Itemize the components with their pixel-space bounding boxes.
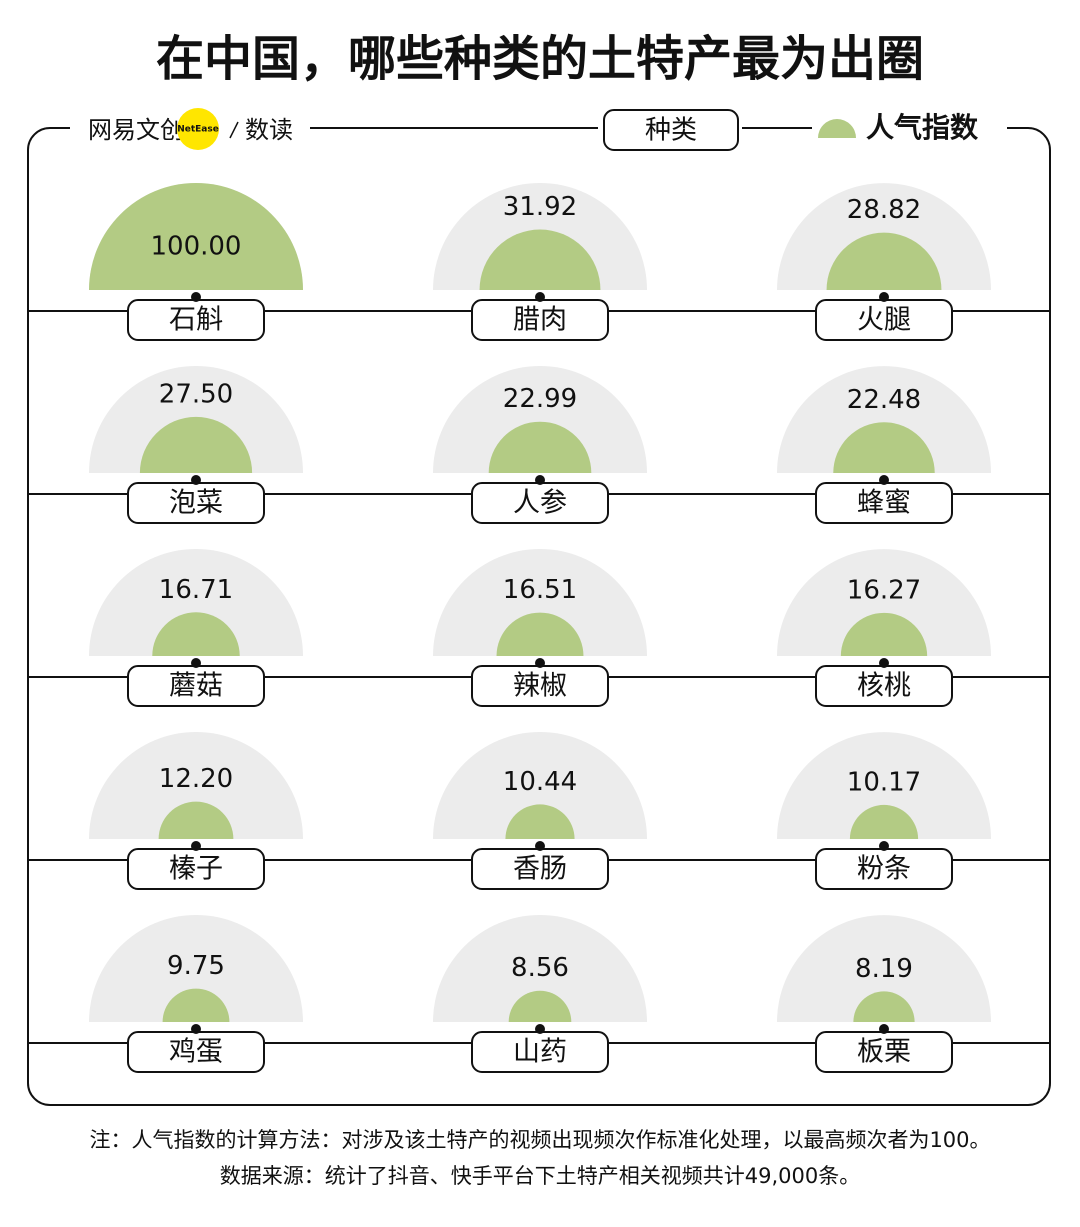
brand: 网易文创	[88, 116, 184, 144]
value-semicircle	[488, 421, 592, 473]
value-semicircle	[89, 183, 303, 290]
category-label: 蜂蜜	[857, 488, 911, 519]
value-semicircle	[849, 804, 919, 839]
value-label: 100.00	[151, 232, 242, 262]
category-dot	[879, 1024, 889, 1034]
background-semicircle	[777, 549, 991, 656]
category-dot	[191, 475, 201, 485]
background-semicircle	[89, 915, 303, 1022]
legend-box	[603, 109, 739, 151]
value-semicircle	[139, 416, 253, 473]
chart-title: 在中国，哪些种类的土特产最为出圈	[156, 31, 924, 87]
category-label: 辣椒	[513, 671, 567, 702]
category-label: 板栗	[857, 1037, 911, 1068]
category-dot	[191, 1024, 201, 1034]
category-dot	[191, 292, 201, 302]
category-label: 火腿	[857, 305, 911, 336]
category-label: 蘑菇	[169, 671, 223, 702]
category-dot	[535, 475, 545, 485]
value-label: 8.19	[855, 954, 913, 984]
background-semicircle	[777, 366, 991, 473]
value-semicircle	[840, 612, 928, 656]
brand-slash	[229, 121, 239, 139]
category-legend: 种类	[645, 116, 697, 146]
value-label: 22.99	[503, 384, 577, 414]
value-label: 28.82	[847, 195, 921, 225]
category-label: 粉条	[857, 854, 911, 885]
value-label: 22.48	[847, 385, 921, 415]
value-semicircle	[496, 612, 584, 656]
value-semicircle	[826, 232, 942, 290]
value-label: 10.44	[503, 767, 577, 797]
category-label: 泡菜	[169, 488, 223, 519]
legend-swatch	[818, 119, 856, 138]
background-semicircle	[433, 732, 647, 839]
category-dot	[879, 841, 889, 851]
brand-sub: 数读	[245, 116, 293, 144]
background-semicircle	[89, 732, 303, 839]
note: 注：人气指数的计算方法：对涉及该土特产的视频出现频次作标准化处理，以最高频次者为…	[89, 1128, 990, 1152]
value-label: 10.17	[847, 767, 921, 797]
category-label: 榛子	[169, 854, 223, 885]
background-semicircle	[777, 732, 991, 839]
value-label: 16.71	[159, 575, 233, 605]
background-semicircle	[433, 549, 647, 656]
brand-badge-circle	[177, 108, 219, 150]
category-label: 人参	[513, 488, 567, 519]
value-label: 16.51	[503, 575, 577, 605]
value-label: 27.50	[159, 379, 233, 409]
category-dot	[535, 1024, 545, 1034]
category-dot	[535, 292, 545, 302]
value-semicircle	[833, 422, 935, 473]
value-label: 9.75	[167, 951, 225, 981]
category-dot	[879, 658, 889, 668]
value-semicircle	[162, 988, 230, 1022]
background-semicircle	[89, 549, 303, 656]
value-label: 8.56	[511, 953, 569, 983]
category-dot	[535, 841, 545, 851]
background-semicircle	[433, 366, 647, 473]
background-semicircle	[433, 915, 647, 1022]
value-label: 31.92	[503, 192, 577, 222]
category-dot	[879, 475, 889, 485]
value-semicircle	[505, 804, 575, 839]
category-label: 石斛	[169, 305, 223, 336]
category-label: 腊肉	[513, 305, 567, 336]
value-label: 16.27	[847, 575, 921, 605]
value-semicircle	[158, 801, 234, 839]
category-dot	[191, 841, 201, 851]
brand-badge: NetEase	[177, 125, 219, 135]
value-semicircle	[853, 991, 915, 1022]
background-semicircle	[777, 915, 991, 1022]
category-label: 香肠	[513, 854, 567, 885]
value-semicircle	[479, 229, 601, 290]
category-label: 鸡蛋	[169, 1037, 223, 1068]
value-semicircle	[508, 990, 572, 1022]
category-label: 核桃	[857, 671, 911, 702]
category-label: 山药	[513, 1037, 567, 1068]
value-semicircle	[152, 612, 240, 656]
category-dot	[879, 292, 889, 302]
value-legend: 人气指数	[866, 111, 979, 144]
value-label: 12.20	[159, 764, 233, 794]
category-dot	[535, 658, 545, 668]
category-dot	[191, 658, 201, 668]
note: 数据来源：统计了抖音、快手平台下土特产相关视频共计49,000条。	[220, 1164, 860, 1188]
